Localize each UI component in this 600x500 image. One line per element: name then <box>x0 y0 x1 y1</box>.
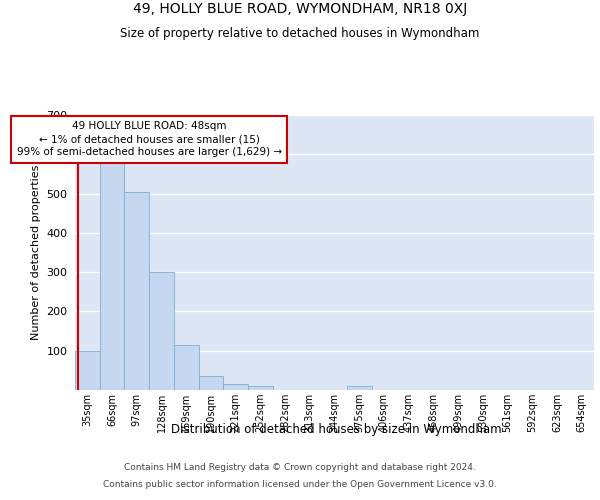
Bar <box>100 162 124 390</box>
Bar <box>223 384 248 390</box>
Text: 49, HOLLY BLUE ROAD, WYMONDHAM, NR18 0XJ: 49, HOLLY BLUE ROAD, WYMONDHAM, NR18 0XJ <box>133 2 467 16</box>
Bar <box>174 345 199 390</box>
Bar <box>199 376 223 390</box>
Bar <box>149 272 174 390</box>
Text: 49 HOLLY BLUE ROAD: 48sqm
← 1% of detached houses are smaller (15)
99% of semi-d: 49 HOLLY BLUE ROAD: 48sqm ← 1% of detach… <box>17 121 282 158</box>
Bar <box>75 350 100 390</box>
Y-axis label: Number of detached properties: Number of detached properties <box>31 165 41 340</box>
Text: Contains public sector information licensed under the Open Government Licence v3: Contains public sector information licen… <box>103 480 497 489</box>
Text: Size of property relative to detached houses in Wymondham: Size of property relative to detached ho… <box>121 28 479 40</box>
Bar <box>124 192 149 390</box>
Bar <box>347 386 371 390</box>
Text: Contains HM Land Registry data © Crown copyright and database right 2024.: Contains HM Land Registry data © Crown c… <box>124 462 476 471</box>
Text: Distribution of detached houses by size in Wymondham: Distribution of detached houses by size … <box>170 422 502 436</box>
Bar <box>248 386 273 390</box>
